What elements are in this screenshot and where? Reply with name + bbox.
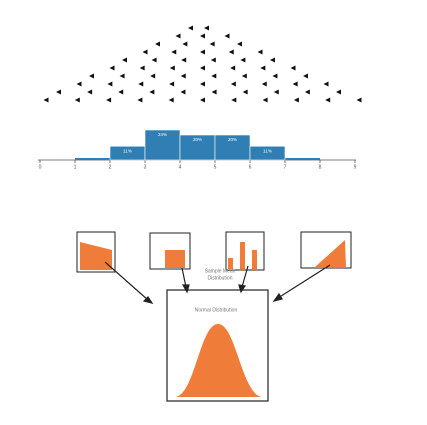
dot (200, 81, 205, 87)
sample-shapes (80, 240, 346, 270)
small-bar (285, 158, 320, 160)
dot (109, 65, 115, 71)
dot (89, 73, 94, 79)
dot (325, 97, 331, 103)
dot (262, 97, 268, 103)
bar-label: 11% (263, 148, 272, 153)
bell-curve (175, 324, 262, 397)
dot (292, 81, 298, 87)
dot (200, 65, 205, 71)
dot (336, 89, 341, 95)
dot (200, 33, 205, 39)
dot (150, 73, 156, 79)
dot (293, 97, 299, 103)
dot (74, 97, 80, 103)
dot (119, 73, 125, 79)
small-bar (75, 158, 110, 160)
dot (122, 57, 127, 63)
dot (241, 73, 247, 79)
dot (323, 81, 329, 87)
sample-boxes (76, 231, 352, 273)
dot (270, 57, 275, 63)
tick-label: 9 (354, 164, 357, 170)
bar-label: 24% (158, 132, 167, 137)
dot (211, 73, 217, 79)
tick-label: 2 (109, 164, 112, 170)
dot (142, 49, 148, 55)
dot (356, 97, 362, 103)
bar (249, 145, 286, 161)
dot (209, 41, 215, 47)
tick-label: 7 (284, 164, 287, 170)
dot (118, 89, 124, 95)
tick-label: 5 (214, 164, 217, 170)
bar-label: 11% (123, 148, 132, 153)
dot (138, 81, 144, 87)
tick-label: 6 (249, 164, 252, 170)
dot (237, 41, 242, 47)
dot (149, 89, 155, 95)
dot (107, 81, 113, 87)
dot (240, 57, 246, 63)
sample-mean-label: Distribution (207, 275, 232, 281)
dot (169, 81, 175, 87)
dot (56, 89, 61, 95)
dot (273, 89, 279, 95)
dot (290, 65, 296, 71)
dot (303, 73, 308, 79)
dot (257, 49, 263, 55)
dot (87, 89, 93, 95)
tick-label: 4 (179, 164, 182, 170)
dot (230, 65, 236, 71)
dot (242, 89, 248, 95)
dot (200, 49, 205, 55)
dot (76, 81, 82, 87)
tick-label: 3 (144, 164, 147, 170)
normal-box (166, 289, 269, 402)
dot (272, 73, 278, 79)
dot (261, 81, 267, 87)
dot (180, 89, 186, 95)
dot-pyramid (43, 25, 362, 103)
tick-label: 1 (74, 164, 77, 170)
dot (168, 97, 174, 103)
dot (230, 81, 236, 87)
histogram: 0 1 2 3 4 5 6 7 8 9 11% 24% 20% 20% 11% (39, 129, 357, 170)
dot (137, 97, 143, 103)
tick-label: 8 (319, 164, 322, 170)
dot (228, 49, 234, 55)
dot (151, 57, 157, 63)
dot (260, 65, 266, 71)
dot (182, 41, 188, 47)
tick-label: 0 (39, 164, 42, 170)
normal-label: Normal Distribution (195, 307, 238, 313)
dot (200, 97, 205, 103)
dot (231, 97, 237, 103)
dot (304, 89, 310, 95)
dot (204, 25, 209, 31)
dot (180, 73, 186, 79)
bar-label: 20% (193, 137, 202, 142)
dot (43, 97, 49, 103)
dot (171, 49, 177, 55)
dot (175, 33, 181, 39)
dot (169, 65, 175, 71)
dot (210, 57, 216, 63)
bar-label: 20% (228, 137, 237, 142)
dot (181, 57, 187, 63)
dot (106, 97, 112, 103)
dot (224, 33, 230, 39)
sample-mean-label: Sample Mean (205, 268, 236, 274)
dot (155, 41, 160, 47)
dot (139, 65, 145, 71)
dot (188, 25, 193, 31)
bar (214, 134, 251, 161)
dot (211, 89, 217, 95)
